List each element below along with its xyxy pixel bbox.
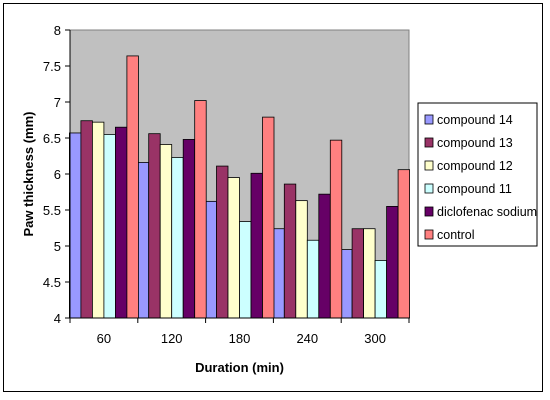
y-tick-label: 4.5 [43, 275, 61, 290]
y-axis-title: Paw thickness (mm) [21, 112, 36, 237]
legend-label: compound 12 [437, 159, 513, 173]
bar-compound-13-300 [351, 228, 365, 319]
y-tick-label: 6 [54, 167, 61, 182]
bar-compound-14-240 [272, 228, 285, 319]
bar-diclofenac-sodium-180 [250, 172, 263, 319]
bars-group [69, 55, 411, 319]
bar-diclofenac-sodium-120 [182, 139, 196, 319]
legend-label: compound 13 [437, 136, 513, 150]
x-tick-label: 180 [229, 331, 251, 346]
x-axis: 60 120 180 240 300 [69, 317, 410, 346]
bar-compound-12-180 [227, 177, 240, 319]
x-tick-label: 60 [97, 331, 111, 346]
bar-diclofenac-sodium-60 [115, 126, 128, 319]
legend-label: control [437, 228, 475, 242]
bar-compound-14-300 [340, 249, 353, 319]
bar-compound-13-240 [283, 183, 297, 319]
bar-diclofenac-sodium-240 [318, 193, 331, 319]
y-tick-label: 8 [54, 23, 61, 38]
x-tick-label: 120 [161, 331, 183, 346]
legend-swatch [424, 160, 434, 171]
y-tick-label: 7 [54, 95, 61, 110]
bar-control-300 [397, 169, 411, 319]
bar-compound-11-180 [239, 221, 252, 319]
bar-compound-11-240 [306, 239, 320, 319]
legend-label: compound 14 [437, 113, 513, 127]
bar-control-60 [126, 55, 139, 319]
bar-compound-12-240 [295, 200, 308, 319]
legend: compound 14 compound 13 compound 12 compoun… [417, 102, 538, 247]
legend-swatch [424, 137, 434, 148]
legend-label: diclofenac sodium [437, 205, 537, 219]
y-tick-label: 5 [54, 239, 61, 254]
bar-compound-11-60 [103, 133, 116, 319]
bar-compound-14-60 [69, 132, 82, 319]
x-axis-title: Duration (min) [195, 360, 284, 375]
bar-compound-11-300 [374, 259, 388, 319]
bar-compound-14-180 [204, 200, 217, 319]
bar-compound-12-120 [159, 144, 173, 319]
bar-compound-11-120 [171, 157, 184, 319]
bar-compound-14-120 [136, 162, 150, 319]
x-tick-label: 240 [296, 331, 318, 346]
legend-swatch [424, 229, 434, 240]
bar-compound-13-60 [80, 120, 93, 319]
bar-control-120 [194, 100, 207, 319]
y-tick-label: 5.5 [43, 203, 61, 218]
y-tick-label: 7.5 [43, 59, 61, 74]
bar-compound-13-120 [148, 133, 161, 319]
x-tick-label: 300 [364, 331, 386, 346]
y-axis: 4 4.5 5 5.5 6 6.5 7 7.5 8 [43, 23, 71, 326]
legend-box [417, 102, 538, 247]
y-tick-label: 4 [54, 311, 61, 326]
legend-swatch [424, 183, 434, 194]
legend-label: compound 11 [437, 182, 512, 196]
y-tick-label: 6.5 [43, 131, 61, 146]
legend-swatch [424, 114, 434, 125]
bar-compound-12-60 [92, 121, 105, 319]
bar-control-240 [329, 139, 343, 319]
bar-compound-13-180 [216, 165, 229, 319]
bar-compound-12-300 [363, 228, 376, 319]
legend-swatch [424, 206, 434, 217]
bar-control-180 [262, 116, 275, 319]
bar-diclofenac-sodium-300 [386, 205, 399, 319]
